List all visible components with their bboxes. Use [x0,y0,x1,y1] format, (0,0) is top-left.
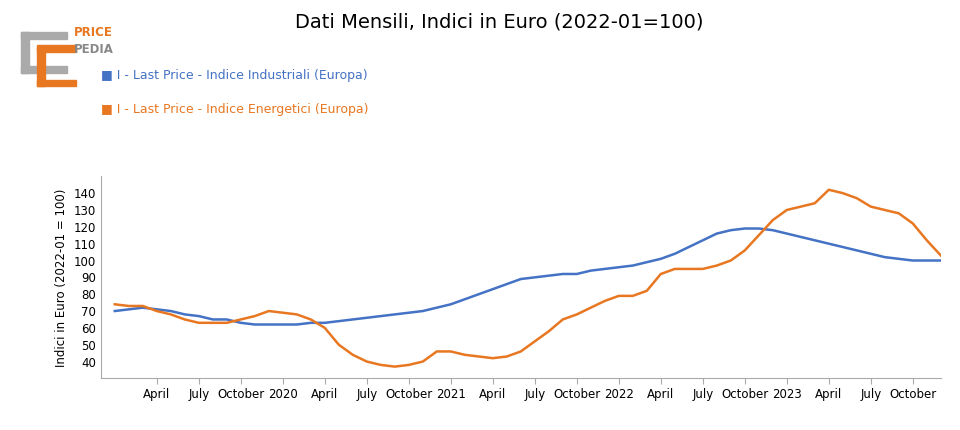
I - Last Price - Indice Energetici (Europa) [935,253,947,258]
Bar [37,80,76,86]
I - Last Price - Indice Industriali (Europa) [935,258,947,263]
I - Last Price - Indice Industriali (Europa) [389,312,400,317]
Line: I - Last Price - Indice Industriali (Europa): I - Last Price - Indice Industriali (Eur… [115,228,941,325]
I - Last Price - Indice Energetici (Europa) [389,364,400,369]
Line: I - Last Price - Indice Energetici (Europa): I - Last Price - Indice Energetici (Euro… [115,190,941,367]
Text: Dati Mensili, Indici in Euro (2022-01=100): Dati Mensili, Indici in Euro (2022-01=10… [295,13,704,32]
I - Last Price - Indice Industriali (Europa) [739,226,751,231]
Bar [21,32,30,73]
I - Last Price - Indice Energetici (Europa) [249,313,260,319]
Text: PEDIA: PEDIA [74,43,113,56]
Text: ■ I - Last Price - Indice Energetici (Europa): ■ I - Last Price - Indice Energetici (Eu… [101,103,369,116]
Bar [21,66,67,73]
Bar [37,47,45,86]
I - Last Price - Indice Energetici (Europa) [403,362,415,368]
I - Last Price - Indice Industriali (Europa) [109,308,121,313]
I - Last Price - Indice Industriali (Europa) [361,315,372,320]
I - Last Price - Indice Energetici (Europa) [375,362,387,368]
I - Last Price - Indice Energetici (Europa) [641,288,653,293]
Text: PRICE: PRICE [74,26,112,39]
Y-axis label: Indici in Euro (2022-01 = 100): Indici in Euro (2022-01 = 100) [55,188,68,366]
I - Last Price - Indice Industriali (Europa) [641,260,653,265]
Bar [21,32,67,39]
I - Last Price - Indice Industriali (Europa) [333,319,345,324]
Bar [37,45,76,52]
I - Last Price - Indice Industriali (Europa) [403,310,415,315]
I - Last Price - Indice Energetici (Europa) [348,352,359,357]
I - Last Price - Indice Industriali (Europa) [249,322,260,327]
I - Last Price - Indice Energetici (Europa) [823,187,834,192]
Text: ■ I - Last Price - Indice Industriali (Europa): ■ I - Last Price - Indice Industriali (E… [101,69,368,82]
I - Last Price - Indice Energetici (Europa) [319,325,330,330]
I - Last Price - Indice Industriali (Europa) [263,322,275,327]
I - Last Price - Indice Energetici (Europa) [109,302,121,307]
